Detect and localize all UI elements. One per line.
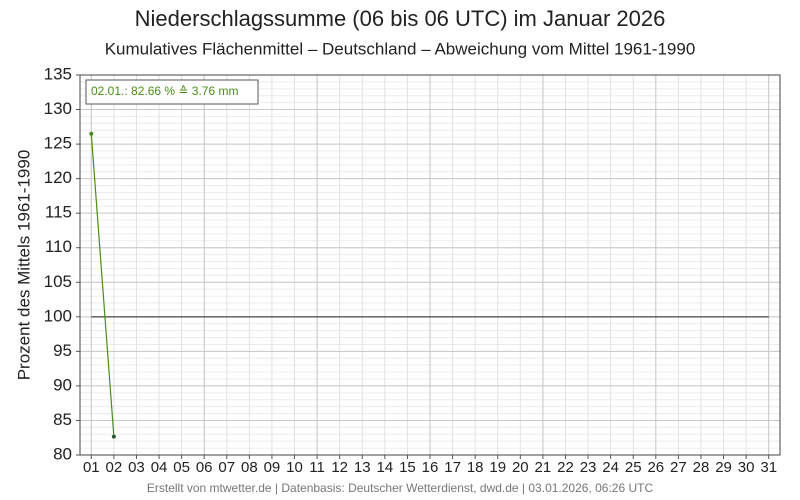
x-tick-label: 14 [376, 459, 393, 476]
x-tick-label: 24 [602, 459, 619, 476]
y-axis-label: Prozent des Mittels 1961-1990 [14, 150, 33, 381]
y-tick-label: 80 [53, 444, 72, 463]
y-tick-label: 105 [44, 272, 72, 291]
x-tick-label: 05 [173, 459, 190, 476]
data-line [90, 133, 115, 437]
data-point [111, 434, 116, 439]
x-tick-label: 07 [218, 459, 235, 476]
x-tick-label: 29 [715, 459, 732, 476]
y-tick-label: 95 [53, 341, 72, 360]
x-tick-label: 20 [512, 459, 529, 476]
footer: Erstellt von mtwetter.de | Datenbasis: D… [147, 481, 654, 495]
y-tick-label: 110 [45, 237, 72, 256]
x-tick-label: 25 [625, 459, 642, 476]
chart-subtitle: Kumulatives Flächenmittel – Deutschland … [105, 39, 696, 58]
x-tick-label: 18 [467, 459, 484, 476]
x-tick-label: 08 [241, 459, 258, 476]
annotation-box [85, 79, 259, 105]
x-tick-label: 12 [331, 459, 348, 476]
x-tick-label: 28 [693, 459, 710, 476]
x-tick-label: 01 [83, 459, 100, 476]
x-tick-label: 16 [422, 459, 439, 476]
x-tick-label: 19 [489, 459, 506, 476]
data-point [89, 131, 94, 136]
y-tick-label: 115 [45, 203, 72, 222]
x-tick-label: 09 [264, 459, 281, 476]
x-tick-label: 31 [760, 459, 777, 476]
x-tick-label: 04 [151, 459, 168, 476]
y-tick-label: 130 [44, 99, 72, 118]
y-tick-label: 120 [44, 168, 72, 187]
x-tick-label: 03 [128, 459, 145, 476]
x-tick-label: 15 [399, 459, 416, 476]
chart-title: Niederschlagssumme (06 bis 06 UTC) im Ja… [135, 6, 666, 31]
x-tick-label: 11 [309, 459, 325, 476]
x-tick-label: 06 [196, 459, 213, 476]
x-tick-label: 23 [580, 459, 597, 476]
x-tick-label: 02 [106, 459, 123, 476]
plot-frame [79, 74, 781, 456]
x-tick-label: 22 [557, 459, 574, 476]
annotation: 02.01.: 82.66 % ≙ 3.76 mm [91, 84, 238, 98]
y-tick-label: 85 [53, 410, 72, 429]
y-tick-label: 135 [44, 64, 72, 83]
x-tick-label: 27 [670, 459, 687, 476]
y-tick-label: 125 [44, 134, 72, 153]
x-tick-label: 21 [535, 459, 552, 476]
x-tick-label: 26 [647, 459, 664, 476]
y-tick-label: 90 [53, 375, 72, 394]
x-tick-label: 17 [444, 459, 461, 476]
x-tick-label: 10 [286, 459, 303, 476]
y-tick-label: 100 [44, 306, 72, 325]
x-tick-label: 13 [354, 459, 371, 476]
x-tick-label: 30 [738, 459, 755, 476]
